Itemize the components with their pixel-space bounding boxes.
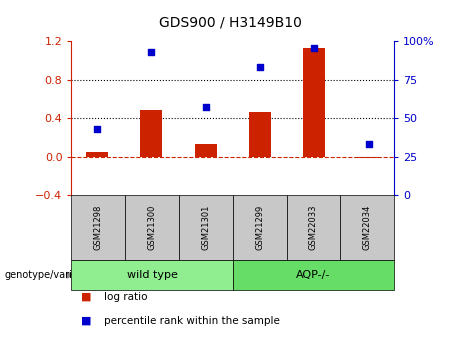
Bar <box>141 110 162 157</box>
Text: genotype/variation: genotype/variation <box>5 270 97 280</box>
Text: wild type: wild type <box>127 270 177 280</box>
Text: GSM22034: GSM22034 <box>363 205 372 250</box>
Text: percentile rank within the sample: percentile rank within the sample <box>104 316 280 326</box>
Bar <box>86 152 108 157</box>
Point <box>202 105 209 110</box>
Text: ■: ■ <box>81 292 91 302</box>
Bar <box>249 112 271 157</box>
Text: AQP-/-: AQP-/- <box>296 270 331 280</box>
Bar <box>303 48 325 157</box>
Text: GSM21299: GSM21299 <box>255 205 264 250</box>
Text: GSM21300: GSM21300 <box>148 205 157 250</box>
Text: log ratio: log ratio <box>104 292 147 302</box>
Point <box>93 126 100 132</box>
Bar <box>358 157 379 158</box>
Point <box>311 45 318 50</box>
Text: GSM21301: GSM21301 <box>201 205 210 250</box>
Bar <box>195 144 217 157</box>
Text: ■: ■ <box>81 316 91 326</box>
Text: GSM22033: GSM22033 <box>309 205 318 250</box>
Text: GDS900 / H3149B10: GDS900 / H3149B10 <box>159 16 302 30</box>
Point <box>256 65 264 70</box>
Text: GSM21298: GSM21298 <box>94 205 103 250</box>
Point <box>365 141 372 147</box>
Point <box>148 49 155 55</box>
